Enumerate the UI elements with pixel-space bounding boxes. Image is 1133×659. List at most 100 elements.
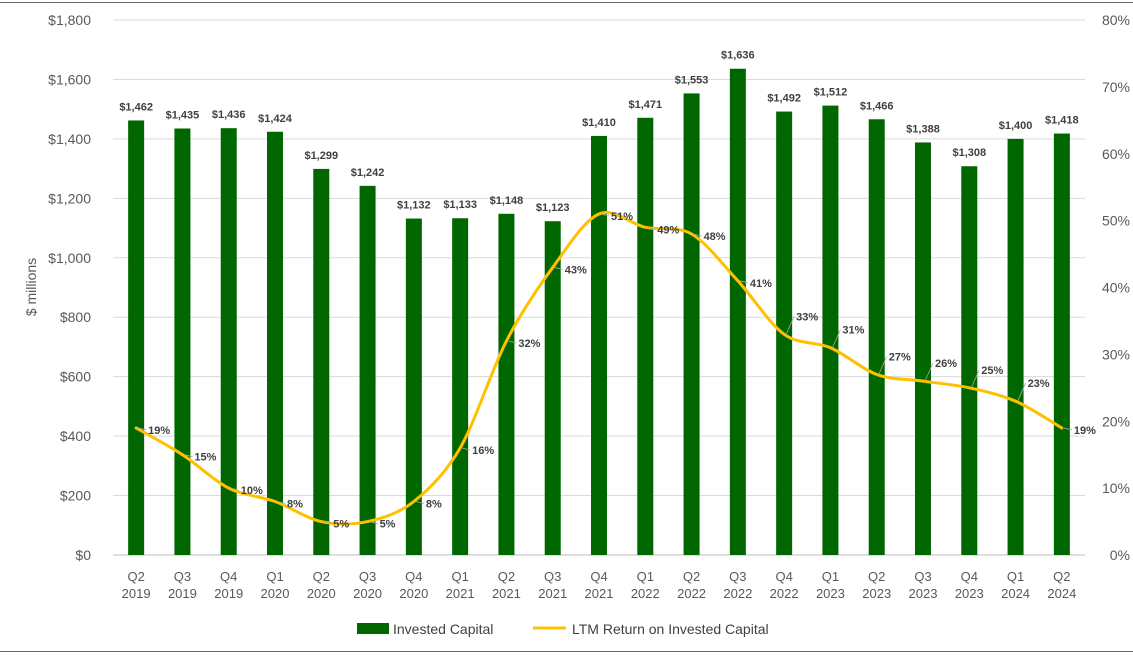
bar-value-label: $1,424 [258,113,293,125]
x-tick-quarter: Q4 [590,569,607,584]
bar-value-label: $1,123 [536,202,570,214]
roic-leader [554,267,563,270]
x-tick-quarter: Q4 [220,569,237,584]
y2-tick-label: 60% [1102,146,1130,162]
x-tick-year: 2021 [492,586,521,601]
x-tick-quarter: Q3 [729,569,746,584]
roic-value-label: 23% [1028,378,1050,390]
roic-leader [878,356,888,375]
roic-value-label: 19% [148,425,170,437]
bar [1053,133,1070,556]
bar [729,68,746,555]
bar-value-label: $1,512 [814,87,848,99]
roic-leader [739,280,748,284]
bar-value-label: $1,471 [628,99,662,111]
x-tick-year: 2023 [816,586,845,601]
y2-tick-label: 0% [1110,547,1130,563]
x-tick-year: 2022 [631,586,660,601]
y2-tick-label: 10% [1102,480,1130,496]
x-tick-year: 2023 [955,586,984,601]
x-tick-quarter: Q2 [498,569,515,584]
legend-label-roic: LTM Return on Invested Capital [572,621,769,637]
roic-leader [785,316,795,335]
roic-leader [832,329,841,348]
bar-value-label: $1,435 [166,109,200,121]
y2-tick-label: 30% [1102,346,1130,362]
x-tick-year: 2022 [770,586,799,601]
bar [683,93,700,556]
bar [1007,138,1024,555]
roic-leader [647,226,656,230]
roic-leader [276,501,286,504]
x-tick-quarter: Q3 [174,569,191,584]
x-tick-quarter: Q2 [313,569,330,584]
bar [498,213,515,556]
bar-value-label: $1,418 [1045,115,1079,127]
y-tick-label: $1,400 [48,131,91,147]
x-tick-year: 2023 [909,586,938,601]
roic-value-label: 8% [287,499,303,511]
right-axis-ticks: 0% 10% 20% 30% 40% 50% 60% 70% 80% [1102,12,1130,563]
y2-tick-label: 20% [1102,413,1130,429]
roic-value-label: 15% [194,452,216,464]
x-tick-quarter: Q3 [359,569,376,584]
roic-value-label: 26% [935,358,957,370]
roic-value-label: 5% [333,519,349,531]
roic-value-label: 16% [472,445,494,457]
x-tick-quarter: Q4 [961,569,978,584]
y-tick-label: $1,800 [48,12,91,28]
bar-value-label: $1,133 [443,199,477,211]
y-tick-label: $600 [60,369,91,385]
bar [313,168,330,556]
bar-value-label: $1,492 [767,93,801,105]
roic-value-label: 10% [241,485,263,497]
roic-value-label: 31% [842,325,864,337]
roic-value-label: 48% [704,231,726,243]
x-tick-quarter: Q1 [822,569,839,584]
x-tick-quarter: Q4 [775,569,792,584]
roic-leader [230,487,239,491]
roic-leader [369,521,378,524]
roic-value-label: 51% [611,211,633,223]
y2-tick-label: 70% [1102,79,1130,95]
x-tick-year: 2024 [1001,586,1030,601]
x-tick-year: 2021 [538,586,567,601]
bar [591,135,607,555]
roic-value-label: 41% [750,278,772,290]
bar-value-label: $1,388 [906,123,940,135]
left-axis-ticks: $0 $200 $400 $600 $800 $1,000 $1,200 $1,400 $1,6… [48,12,91,563]
x-tick-year: 2020 [261,586,290,601]
y-tick-label: $800 [60,309,91,325]
y-tick-label: $1,200 [48,190,91,206]
x-tick-quarter: Q1 [266,569,283,584]
x-tick-year: 2024 [1047,586,1076,601]
bottom-rule [0,651,1133,652]
bar [637,117,654,556]
x-tick-quarter: Q1 [1007,569,1024,584]
bar-value-label: $1,242 [351,167,385,179]
bar [452,218,469,555]
x-tick-quarter: Q1 [451,569,468,584]
bar [405,218,422,556]
bar [174,128,191,555]
bar [359,185,376,555]
roic-leader [1017,383,1026,402]
x-tick-year: 2019 [122,586,151,601]
x-tick-year: 2019 [168,586,197,601]
y2-tick-label: 80% [1102,12,1130,28]
bar-value-label: $1,308 [952,147,986,159]
roic-leader [415,501,424,504]
x-tick-quarter: Q3 [914,569,931,584]
x-tick-quarter: Q4 [405,569,422,584]
roic-value-label: 5% [380,519,396,531]
bar [915,142,931,555]
x-tick-year: 2020 [353,586,382,601]
roic-leader [970,369,980,388]
roic-leader [462,447,471,451]
bar-value-label: $1,466 [860,100,894,112]
bar-value-label: $1,132 [397,200,431,212]
invested-capital-bars [128,68,1070,556]
y-tick-label: $1,000 [48,250,91,266]
